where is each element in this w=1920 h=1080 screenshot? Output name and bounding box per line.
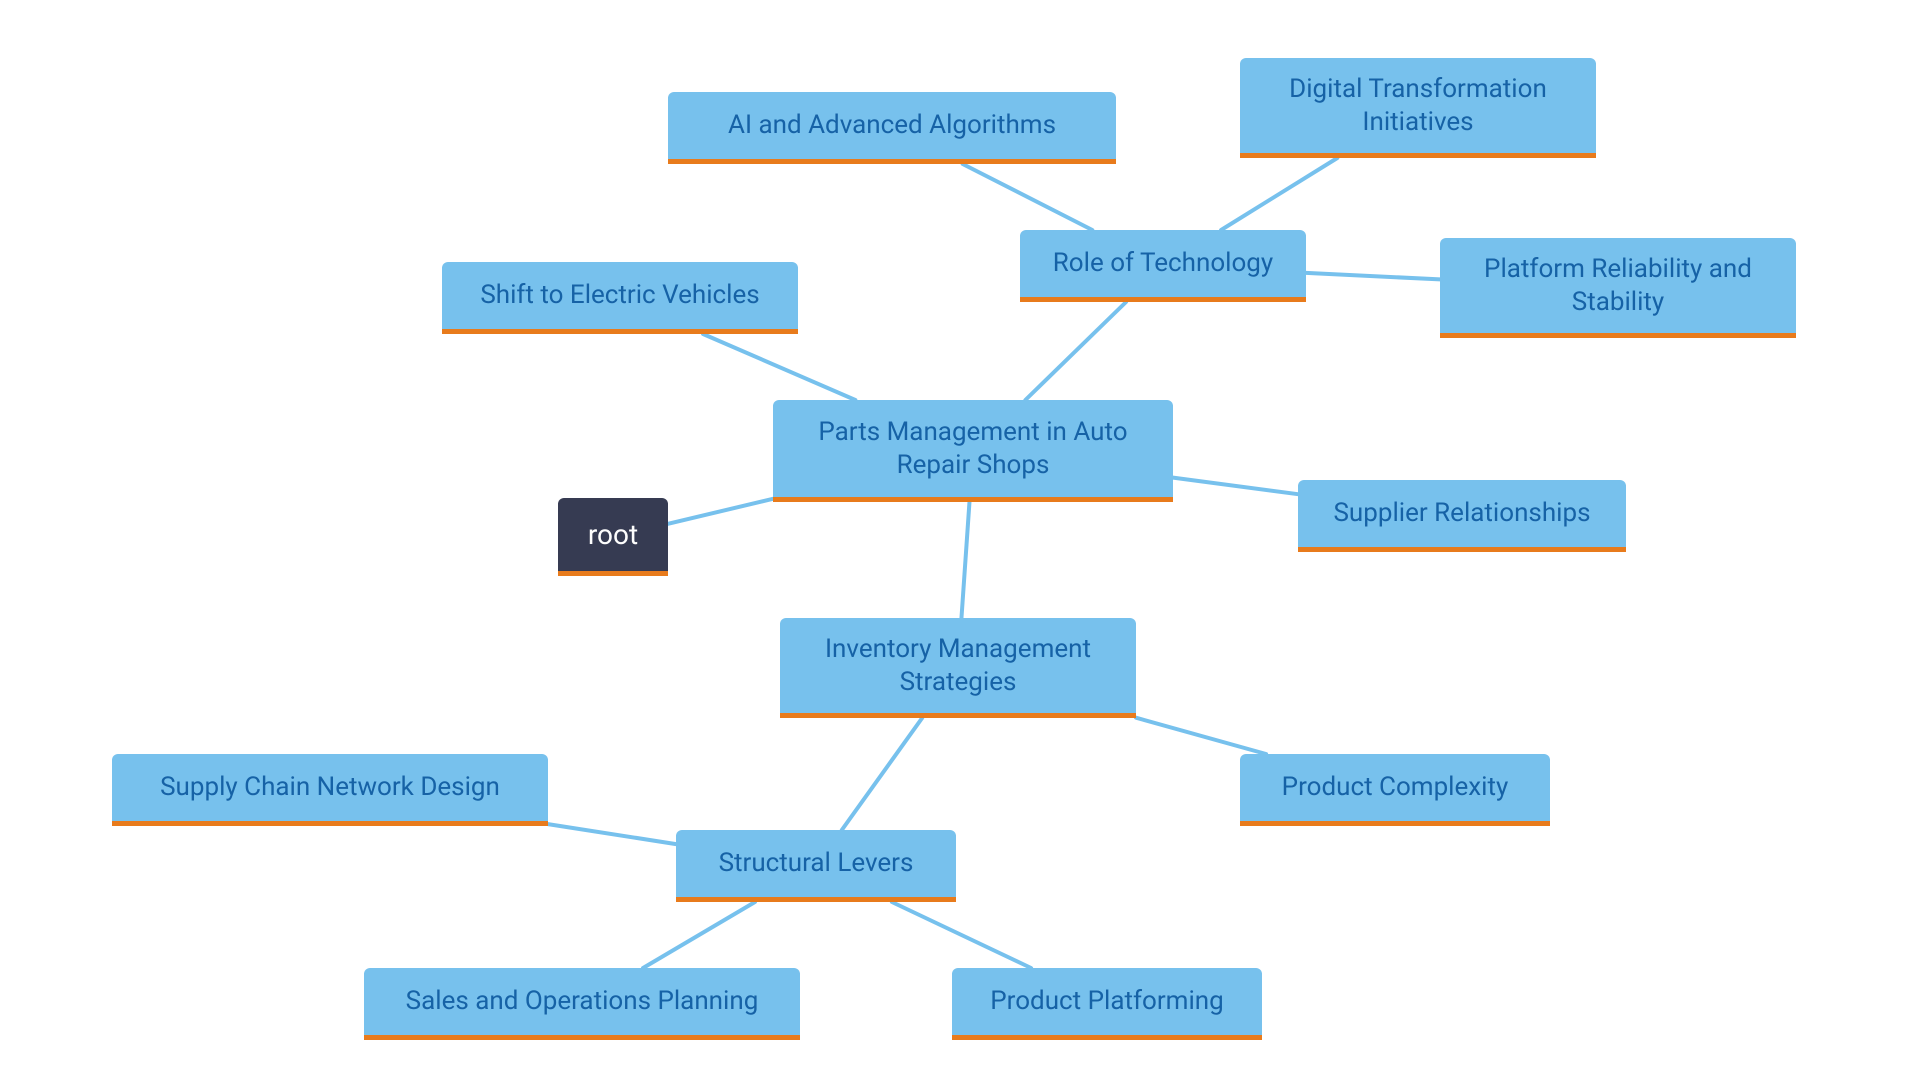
node-label: Shift to Electric Vehicles (480, 279, 759, 312)
node-structural-levers[interactable]: Structural Levers (676, 830, 956, 902)
node-root[interactable]: root (558, 498, 668, 576)
node-label: Role of Technology (1053, 247, 1273, 280)
mindmap-canvas: root Parts Management in Auto Repair Sho… (0, 0, 1920, 1080)
node-label: Product Complexity (1282, 771, 1509, 804)
node-label: Platform Reliability and Stability (1458, 253, 1778, 318)
node-shift-ev[interactable]: Shift to Electric Vehicles (442, 262, 798, 334)
node-ai-algorithms[interactable]: AI and Advanced Algorithms (668, 92, 1116, 164)
node-label: root (588, 517, 638, 552)
node-inventory-management[interactable]: Inventory Management Strategies (780, 618, 1136, 718)
node-role-of-technology[interactable]: Role of Technology (1020, 230, 1306, 302)
node-sales-ops-planning[interactable]: Sales and Operations Planning (364, 968, 800, 1040)
node-label: Structural Levers (719, 847, 914, 880)
node-label: Supply Chain Network Design (160, 771, 500, 804)
node-product-platforming[interactable]: Product Platforming (952, 968, 1262, 1040)
node-label: Supplier Relationships (1333, 497, 1590, 530)
node-label: Inventory Management Strategies (798, 633, 1118, 698)
node-digital-transformation[interactable]: Digital Transformation Initiatives (1240, 58, 1596, 158)
node-label: Parts Management in Auto Repair Shops (791, 416, 1155, 481)
node-supplier-relationships[interactable]: Supplier Relationships (1298, 480, 1626, 552)
node-label: Product Platforming (990, 985, 1223, 1018)
node-label: AI and Advanced Algorithms (728, 109, 1056, 142)
node-label: Sales and Operations Planning (406, 985, 759, 1018)
node-label: Digital Transformation Initiatives (1258, 73, 1578, 138)
node-platform-reliability[interactable]: Platform Reliability and Stability (1440, 238, 1796, 338)
node-parts-management[interactable]: Parts Management in Auto Repair Shops (773, 400, 1173, 502)
node-product-complexity[interactable]: Product Complexity (1240, 754, 1550, 826)
node-supply-chain-design[interactable]: Supply Chain Network Design (112, 754, 548, 826)
